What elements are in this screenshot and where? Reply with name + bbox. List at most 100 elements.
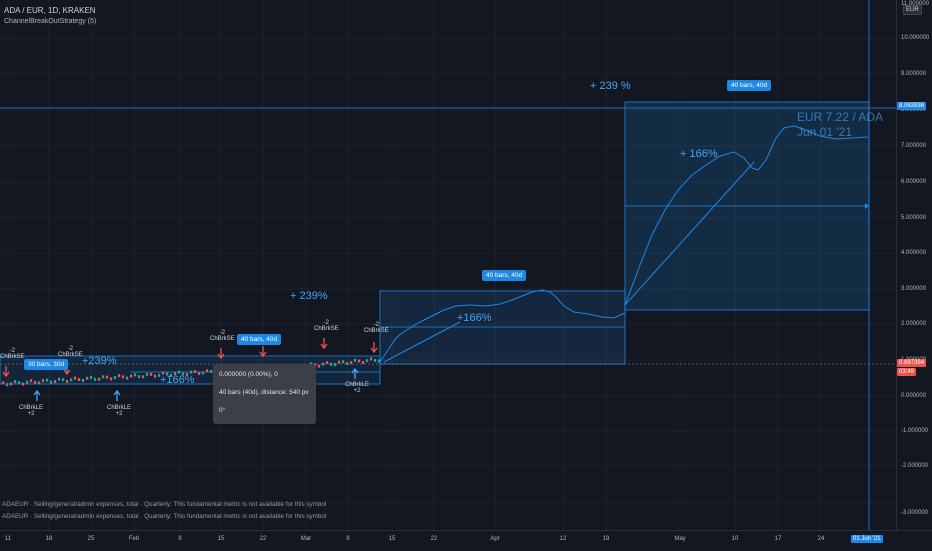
candle xyxy=(134,373,137,377)
candle xyxy=(370,357,373,361)
measure-box-3[interactable] xyxy=(624,101,870,311)
candle xyxy=(190,370,193,374)
signal-long-2: ChBrkLE +2 xyxy=(107,405,132,417)
signal-short-5: -2 ChBrkSE xyxy=(364,322,389,334)
signal-long-1: ChBrkLE +2 xyxy=(19,405,44,417)
top-level-tag: 8.063936 xyxy=(897,102,927,110)
measure-percent-3: + 239 % xyxy=(590,80,631,92)
candle xyxy=(70,378,73,382)
signal-short-4: -2 ChBrkSE xyxy=(314,320,339,332)
candle xyxy=(74,376,77,380)
price-tick-label: 4.000000 xyxy=(901,250,927,256)
candle xyxy=(46,378,49,382)
candle xyxy=(154,374,157,378)
signal-short-1: -2 ChBrkSE xyxy=(0,348,25,360)
time-tick-label: Mar xyxy=(300,536,312,542)
time-tick-label: 15 xyxy=(388,536,396,542)
measure-label-1: 30 bars, 30d xyxy=(24,359,69,370)
time-tick-label: 22 xyxy=(430,536,438,542)
candle xyxy=(122,375,125,379)
candle xyxy=(170,374,173,378)
price-tick-label: 0.000000 xyxy=(901,393,927,399)
measure-box-2[interactable] xyxy=(379,290,626,365)
price-tick-label: 11.000000 xyxy=(901,1,929,7)
trend-line-1[interactable] xyxy=(383,321,461,363)
price-axis[interactable]: EUR 11.000000 10.000000 9.000000 8.000000 7.… xyxy=(896,0,932,530)
time-tick-label: Feb xyxy=(128,536,140,542)
symbol-legend[interactable]: ADA / EUR, 1D, KRAKEN xyxy=(4,6,96,15)
candle xyxy=(354,358,357,362)
time-tick-label: 10 xyxy=(731,536,739,542)
candle xyxy=(42,379,45,383)
time-tick-label: Apr xyxy=(490,536,500,542)
candle xyxy=(138,375,141,379)
currency-badge[interactable]: EUR xyxy=(903,5,922,15)
candle xyxy=(10,382,13,386)
candle xyxy=(50,380,53,384)
candle xyxy=(150,372,153,376)
measure-percent-1: +239% xyxy=(82,355,117,367)
tooltip-bars-distance: 40 bars (40d), distance: 540 px xyxy=(219,389,309,396)
candle xyxy=(14,380,17,384)
candle xyxy=(366,359,369,363)
candle xyxy=(86,376,89,380)
measure-label-4: 40 bars, 40d xyxy=(727,80,772,91)
time-tick-label: 11 xyxy=(4,536,12,542)
candle xyxy=(6,383,9,387)
strategy-legend[interactable]: ChannelBreakOutStrategy (5) xyxy=(4,18,97,25)
time-tick-label: 15 xyxy=(217,536,225,542)
time-tick-label: 12 xyxy=(559,536,567,542)
candle xyxy=(126,376,129,380)
candle xyxy=(358,359,361,363)
price-tick-label: -2.000000 xyxy=(901,463,929,469)
current-price-tag: 0.897384 xyxy=(897,359,927,367)
time-tick-label: 22 xyxy=(259,536,267,542)
tooltip-angle: 0° xyxy=(219,407,226,414)
candle xyxy=(58,377,61,381)
candle xyxy=(142,375,145,379)
price-tick-label: 6.000000 xyxy=(901,179,927,185)
measure-inner-percent-3: + 166% xyxy=(680,148,718,160)
candle xyxy=(378,359,381,363)
candle xyxy=(102,375,105,379)
candle xyxy=(206,369,209,373)
price-annotation-line2[interactable]: Jun 01 '21 xyxy=(797,125,853,139)
candle xyxy=(158,373,161,377)
time-tick-label: 25 xyxy=(87,536,95,542)
measure-label-3: 40 bars, 40d xyxy=(482,270,527,281)
price-tick-label: -1.000000 xyxy=(901,428,929,434)
projection-path-2 xyxy=(624,125,869,306)
signal-long-3: ChBrkLE +2 xyxy=(345,382,370,394)
info-line-2: ADAEUR · Selling/general/admin expenses,… xyxy=(2,513,327,520)
time-tick-label: 17 xyxy=(774,536,782,542)
price-tick-label: 5.000000 xyxy=(901,215,927,221)
time-tick-label: May xyxy=(674,536,686,542)
chart-canvas[interactable] xyxy=(0,0,896,530)
time-axis[interactable]: 11 18 25 Feb 8 15 22 Mar 8 15 22 Apr 12 19 May 10 17 24 0… xyxy=(0,530,932,551)
candle xyxy=(130,374,133,378)
trend-line-2[interactable] xyxy=(624,161,755,306)
price-tick-label: 3.000000 xyxy=(901,286,927,292)
candle xyxy=(26,380,29,384)
price-tick-label: 8.000000 xyxy=(901,107,927,113)
projection-path-1 xyxy=(379,289,626,363)
time-tick-label: 18 xyxy=(45,536,53,542)
measure-label-2: 40 bars, 40d xyxy=(237,334,282,345)
candle xyxy=(2,381,5,385)
chart-area[interactable]: ADA / EUR, 1D, KRAKEN ChannelBreakOutStr… xyxy=(0,0,896,530)
candle xyxy=(18,381,21,385)
price-annotation-line1[interactable]: EUR 7.22 / ADA xyxy=(797,110,884,124)
info-line-1: ADAEUR · Selling/general/admin expenses,… xyxy=(2,501,327,508)
candle xyxy=(322,362,325,366)
candle xyxy=(114,376,117,380)
candle xyxy=(118,374,121,378)
candle xyxy=(202,371,205,375)
candle xyxy=(362,360,365,364)
time-tick-label: 19 xyxy=(602,536,610,542)
candle xyxy=(310,362,313,366)
candle xyxy=(94,377,97,381)
price-tick-label: 2.000000 xyxy=(901,321,927,327)
candle xyxy=(210,369,213,373)
candle xyxy=(90,375,93,379)
measure-inner-percent-1: +166% xyxy=(160,374,195,386)
